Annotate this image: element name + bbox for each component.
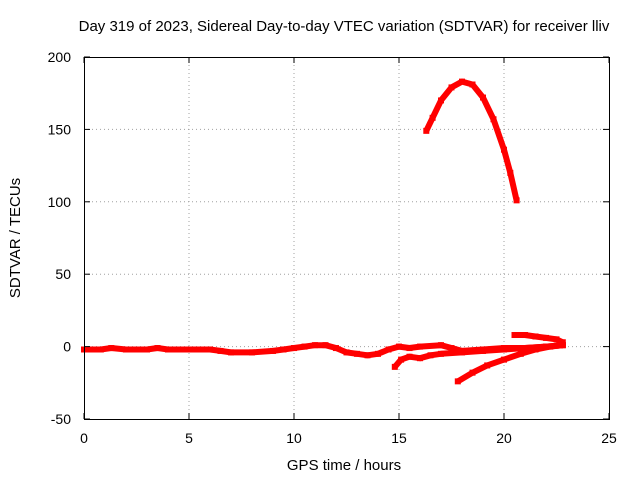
- point-baseline-10: [228, 349, 234, 356]
- point-rising-tail-4: [517, 350, 524, 357]
- point-peak-7: [490, 116, 497, 123]
- x-tick-label-1: 5: [185, 430, 193, 446]
- point-baseline-25: [406, 345, 413, 352]
- point-baseline-23: [385, 346, 392, 353]
- point-baseline-2: [108, 345, 115, 352]
- point-end-segment-1: [522, 332, 528, 339]
- point-end-segment-4: [553, 336, 560, 343]
- point-baseline-20: [354, 350, 360, 357]
- y-tick-label-4: 150: [48, 121, 72, 137]
- point-peak-10: [513, 197, 520, 204]
- point-peak-5: [469, 81, 476, 88]
- point-arc-low-1: [398, 356, 405, 363]
- point-baseline-5: [154, 345, 161, 352]
- point-baseline-17: [322, 342, 329, 349]
- point-arc-low-7: [480, 347, 486, 354]
- series-layer: [81, 78, 566, 385]
- point-peak-2: [438, 97, 444, 104]
- point-rising-tail-0: [454, 378, 461, 385]
- point-peak-6: [480, 94, 486, 101]
- x-axis: 0 5 10 15 20 25: [80, 57, 617, 446]
- x-tick-label-4: 20: [496, 430, 512, 446]
- point-baseline-21: [364, 352, 371, 359]
- point-peak-9: [507, 169, 514, 176]
- point-baseline-8: [207, 346, 213, 353]
- point-baseline-11: [249, 349, 255, 356]
- point-baseline-22: [375, 350, 381, 357]
- point-peak-3: [448, 84, 455, 91]
- point-peak-8: [501, 146, 507, 153]
- x-axis-label: GPS time / hours: [287, 457, 401, 474]
- x-tick-label-0: 0: [80, 430, 88, 446]
- point-arc-low-9: [522, 345, 528, 352]
- point-baseline-14: [291, 345, 297, 352]
- point-arc-low-6: [459, 349, 465, 356]
- point-baseline-6: [165, 346, 171, 353]
- y-tick-label-5: 200: [48, 49, 72, 65]
- y-axis-label: SDTVAR / TECUs: [7, 178, 24, 298]
- point-baseline-24: [396, 343, 402, 350]
- y-tick-label-2: 50: [55, 266, 71, 282]
- point-rising-tail-2: [484, 362, 491, 369]
- y-tick-label-3: 100: [48, 194, 72, 210]
- point-arc-low-2: [406, 353, 413, 360]
- point-end-segment-0: [511, 332, 518, 339]
- x-tick-label-3: 15: [391, 430, 407, 446]
- x-tick-label-2: 10: [286, 430, 302, 446]
- point-baseline-13: [280, 346, 287, 353]
- point-peak-4: [459, 78, 465, 85]
- point-rising-tail-6: [547, 343, 554, 350]
- point-baseline-19: [343, 349, 350, 356]
- point-arc-low-5: [438, 350, 444, 357]
- point-end-segment-3: [543, 334, 549, 341]
- y-axis: -50 0 50 100 150 200: [48, 49, 609, 427]
- point-baseline-18: [333, 345, 339, 352]
- point-peak-0: [423, 127, 430, 134]
- point-baseline-15: [301, 343, 308, 350]
- point-arc-low-0: [391, 363, 398, 370]
- point-end-segment-2: [532, 333, 539, 340]
- point-baseline-3: [123, 346, 129, 353]
- point-baseline-16: [312, 342, 318, 349]
- point-rising-tail-1: [469, 369, 476, 376]
- point-peak-1: [429, 114, 436, 121]
- x-tick-label-5: 25: [601, 430, 617, 446]
- point-baseline-7: [186, 346, 192, 353]
- point-rising-tail-3: [501, 356, 507, 363]
- point-baseline-4: [144, 346, 150, 353]
- grid: [84, 57, 609, 419]
- point-end-segment-5: [559, 339, 566, 346]
- point-baseline-27: [438, 342, 444, 349]
- point-arc-low-8: [501, 346, 507, 353]
- point-baseline-28: [448, 345, 455, 352]
- point-arc-low-3: [417, 355, 423, 362]
- point-baseline-26: [417, 343, 423, 350]
- point-baseline-12: [270, 347, 276, 354]
- y-tick-label-1: 0: [63, 339, 71, 355]
- y-tick-label-0: -50: [51, 411, 71, 427]
- point-baseline-9: [217, 347, 224, 354]
- plot-frame: [84, 57, 610, 420]
- point-arc-low-4: [427, 352, 434, 359]
- point-baseline-1: [97, 346, 104, 353]
- chart-title: Day 319 of 2023, Sidereal Day-to-day VTE…: [79, 18, 610, 35]
- point-rising-tail-5: [532, 346, 539, 353]
